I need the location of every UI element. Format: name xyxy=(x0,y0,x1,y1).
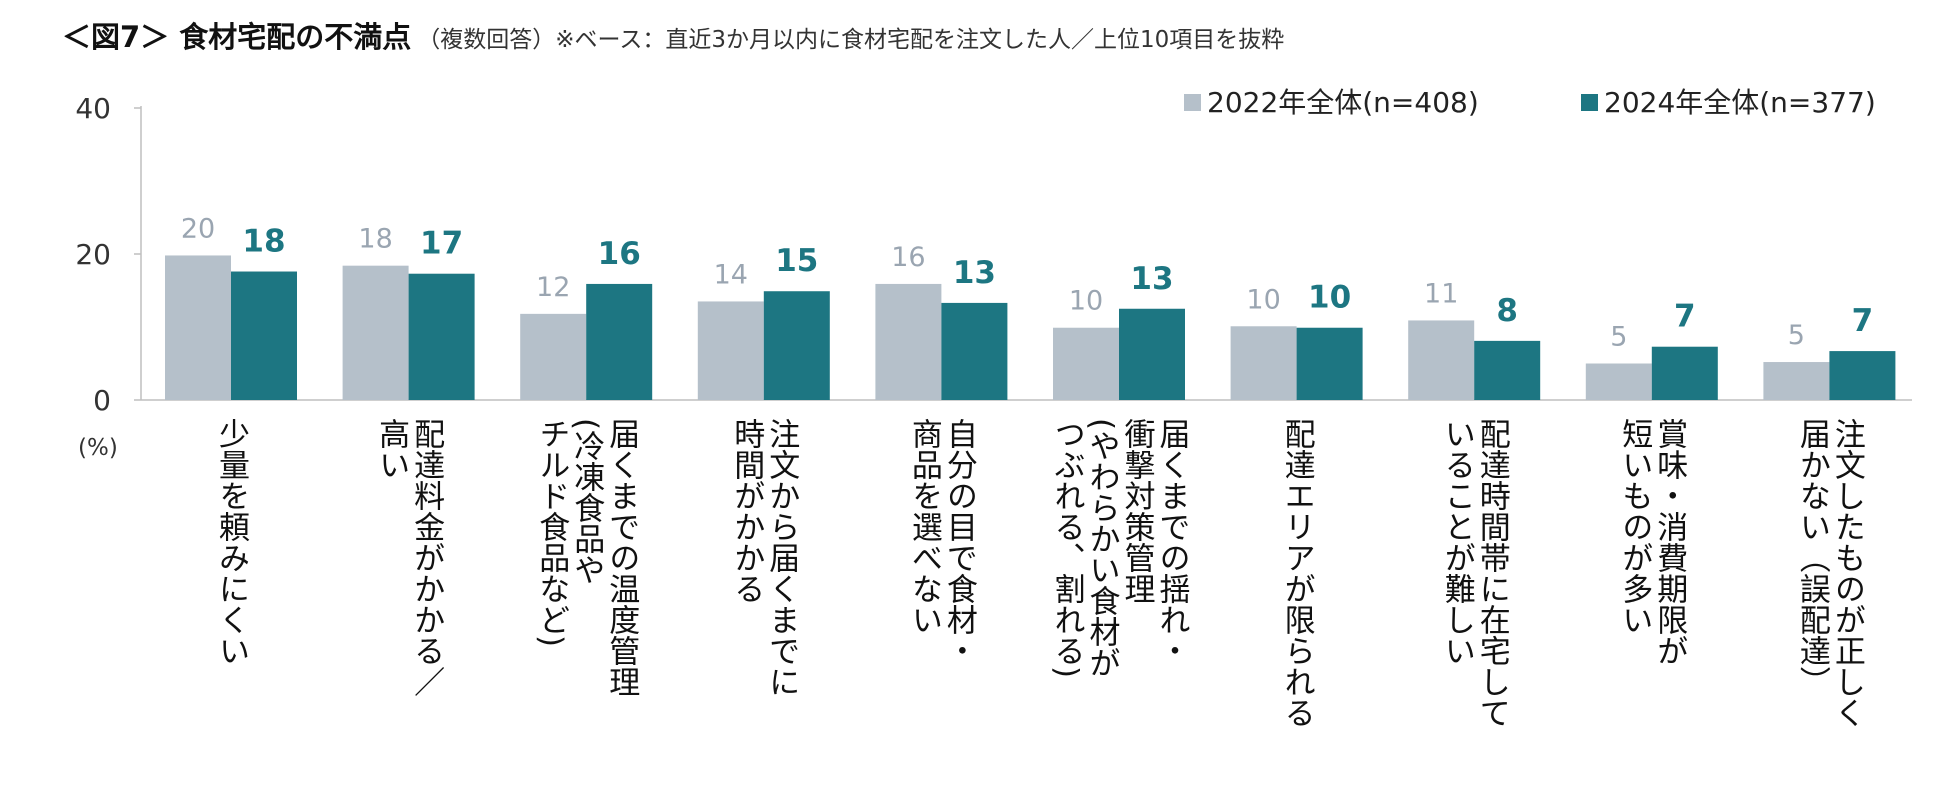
bar-2022 xyxy=(1585,363,1652,400)
category-label-line: いることが難しい xyxy=(1439,418,1475,666)
category-label: 配達料金がかかる／高い xyxy=(373,418,445,697)
data-label-2024: 8 xyxy=(1496,293,1518,329)
bar-2024 xyxy=(231,271,297,400)
y-tick-label: 0 xyxy=(93,384,111,417)
category-label-line: 届くまでの揺れ・ xyxy=(1154,418,1191,666)
category-label-line: 賞味・消費期限が xyxy=(1651,418,1687,666)
bar-2024 xyxy=(1474,340,1541,400)
data-label-2024: 18 xyxy=(242,224,285,260)
category-label-line: 配達時間帯に在宅して xyxy=(1474,418,1510,728)
legend: 2022年全体(n=408) 2024年全体(n=377) xyxy=(1184,86,1876,119)
category-label-line: つぶれる、割れる) xyxy=(1049,418,1086,678)
data-label-2022: 20 xyxy=(181,213,215,244)
bar-2024 xyxy=(1829,351,1896,400)
data-label-2024: 13 xyxy=(953,255,996,291)
data-label-2024: 13 xyxy=(1130,261,1173,297)
chart-title: ＜図7＞ 食材宅配の不満点 xyxy=(62,20,412,54)
category-label-line: 自分の目で食材・ xyxy=(941,418,978,666)
bar-2024 xyxy=(763,291,830,400)
bar-2022 xyxy=(342,265,409,400)
category-label-line: 少量を頼みにくい xyxy=(213,418,250,666)
data-label-2022: 10 xyxy=(1246,284,1280,315)
data-label-2022: 14 xyxy=(714,259,748,290)
category-label: 配達エリアが限られる xyxy=(1279,418,1315,728)
bar-2022 xyxy=(165,255,231,400)
category-label: 少量を頼みにくい xyxy=(213,418,250,666)
bars xyxy=(165,255,1896,400)
bar-2024 xyxy=(408,273,475,400)
y-tick-label: 20 xyxy=(75,238,111,271)
bar-2022 xyxy=(1763,362,1830,400)
category-label-line: 短いものが多い xyxy=(1616,418,1652,635)
legend-label: 2024年全体(n=377) xyxy=(1604,86,1876,119)
category-label: 自分の目で食材・商品を選べない xyxy=(906,418,978,666)
category-label-line: 配達料金がかかる／ xyxy=(408,418,445,697)
category-label-line: (冷凍食品や xyxy=(568,418,604,585)
bar-2022 xyxy=(1408,320,1475,400)
category-label-line: 時間がかかる xyxy=(728,418,764,604)
title-row: ＜図7＞ 食材宅配の不満点 （複数回答）※ベース：直近3か月以内に食材宅配を注文し… xyxy=(62,14,1284,58)
data-label-2024: 10 xyxy=(1308,280,1351,316)
bar-2024 xyxy=(941,302,1008,400)
category-label-line: 衝撃対策管理 xyxy=(1119,418,1156,604)
data-label-2022: 5 xyxy=(1788,320,1805,351)
value-labels: 20 18 18 17 12 16 14 15 16 13 10 13 10 10 11 8 5 7 5 7 xyxy=(181,213,1873,352)
y-tick-label: 40 xyxy=(75,92,111,125)
data-label-2022: 11 xyxy=(1424,278,1458,309)
data-label-2022: 18 xyxy=(358,224,392,255)
bar-2024 xyxy=(1651,346,1718,400)
bar-2022 xyxy=(1230,326,1297,400)
category-label-line: 届かない（誤配達） xyxy=(1794,418,1831,697)
bar-2022 xyxy=(1053,327,1119,400)
chart-subtitle: （複数回答）※ベース：直近3か月以内に食材宅配を注文した人／上位10項目を抜粋 xyxy=(417,27,1285,53)
y-axis-unit: (%) xyxy=(78,435,118,461)
legend-swatch xyxy=(1184,94,1201,111)
bar-2024 xyxy=(1119,308,1185,400)
bar-2022 xyxy=(697,301,764,400)
category-label-line: 注文したものが正しく xyxy=(1829,418,1865,728)
category-labels: 少量を頼みにくい 配達料金がかかる／高い 届くまでの温度管理(冷凍食品やチルド食品な… xyxy=(213,418,1865,728)
data-label-2022: 16 xyxy=(891,242,925,273)
category-label-line: チルド食品など) xyxy=(533,418,569,647)
data-label-2024: 17 xyxy=(420,226,463,262)
bar-2024 xyxy=(1296,327,1363,400)
bar-2024 xyxy=(586,283,653,400)
bar-2022 xyxy=(875,283,942,400)
data-label-2024: 7 xyxy=(1674,299,1696,335)
category-label-line: 配達エリアが限られる xyxy=(1279,418,1315,728)
legend-swatch xyxy=(1581,94,1598,111)
data-label-2024: 15 xyxy=(775,243,818,279)
data-label-2022: 10 xyxy=(1069,286,1103,317)
category-label-line: 高い xyxy=(373,418,409,480)
category-label-line: 注文から届くまでに xyxy=(763,418,800,697)
category-label-line: 届くまでの温度管理 xyxy=(603,418,640,697)
data-label-2024: 16 xyxy=(598,236,641,272)
bar-2022 xyxy=(520,313,587,400)
category-label-line: 商品を選べない xyxy=(906,418,942,635)
legend-label: 2022年全体(n=408) xyxy=(1207,86,1479,119)
data-label-2024: 7 xyxy=(1852,303,1874,339)
category-label-line: (やわらかい食材が xyxy=(1084,418,1121,678)
data-label-2022: 5 xyxy=(1610,322,1627,353)
data-label-2022: 12 xyxy=(536,272,570,303)
